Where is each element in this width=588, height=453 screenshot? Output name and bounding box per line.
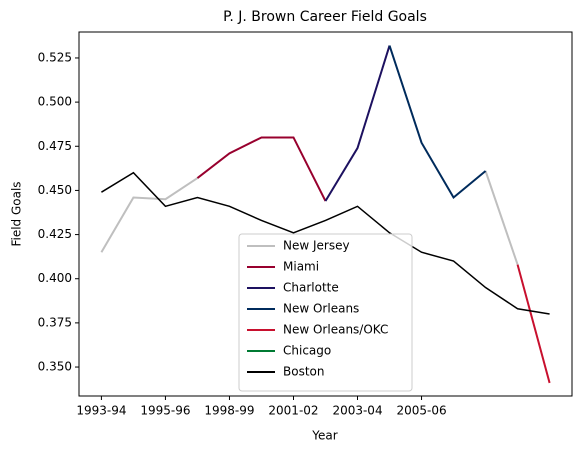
x-tick-label: 1995-96: [140, 404, 190, 418]
legend-label: New Orleans/OKC: [283, 323, 388, 337]
x-tick-label: 1993-94: [76, 404, 126, 418]
y-tick-label: 0.350: [38, 360, 72, 374]
series-line: [516, 264, 551, 384]
x-axis-label: Year: [311, 429, 337, 443]
plot-frame: [78, 31, 573, 397]
legend-label: Chicago: [283, 344, 331, 358]
legend-box: [238, 233, 413, 392]
x-tick-label: 2003-04: [332, 404, 382, 418]
legend-label: Charlotte: [283, 281, 339, 295]
legend-label: Miami: [283, 260, 319, 274]
legend-label: Boston: [283, 365, 324, 379]
series-line: [100, 170, 519, 265]
y-tick-label: 0.500: [38, 95, 72, 109]
series-line: [324, 45, 391, 202]
y-tick-label: 0.475: [38, 139, 72, 153]
y-tick-label: 0.450: [38, 183, 72, 197]
y-tick-label: 0.375: [38, 315, 72, 329]
x-tick-label: 2001-02: [268, 404, 318, 418]
x-tick-label: 2005-06: [396, 404, 446, 418]
series-line: [196, 136, 327, 202]
x-tick-label: 1998-99: [204, 404, 254, 418]
y-tick-label: 0.425: [38, 227, 72, 241]
chart-title: P. J. Brown Career Field Goals: [223, 9, 427, 25]
legend-label: New Orleans: [283, 302, 359, 316]
y-tick-label: 0.400: [38, 271, 72, 285]
legend-label: New Jersey: [283, 239, 350, 253]
series-line: [101, 171, 550, 315]
y-tick-label: 0.525: [38, 50, 72, 64]
y-axis-label: Field Goals: [10, 181, 24, 246]
series-line: [388, 45, 487, 200]
